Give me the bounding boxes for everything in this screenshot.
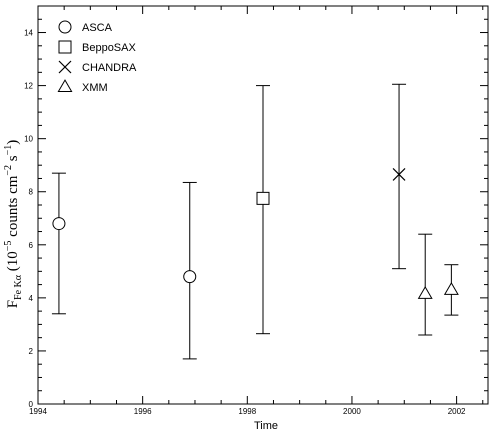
legend-marker-xmm: [57, 79, 73, 92]
x-tick-label: 2002: [448, 407, 466, 416]
data-point-asca: [182, 181, 197, 360]
marker-xmm: [443, 282, 459, 295]
data-point-chandra: [392, 83, 407, 270]
y-axis-label: FFe Kα (10−5 counts cm−2 s−1): [3, 140, 24, 309]
y-tick-label: 8: [29, 188, 34, 197]
data-point-xmm: [417, 233, 433, 336]
ylabel-unit-open: (10: [5, 251, 21, 275]
legend-marker-chandra: [58, 60, 72, 74]
legend-label: ASCA: [82, 22, 113, 34]
y-tick-label: 14: [24, 29, 33, 38]
marker-asca: [52, 217, 66, 231]
legend-label: BeppoSAX: [82, 42, 136, 54]
legend-item-asca: ASCA: [58, 20, 113, 34]
y-tick-label: 4: [29, 294, 34, 303]
ylabel-exp3: −1: [3, 145, 14, 156]
y-tick-label: 12: [24, 82, 33, 91]
legend-marker-chandra-stroke-b: [58, 60, 72, 74]
x-tick-label: 1996: [134, 407, 152, 416]
marker-chandra: [392, 168, 406, 181]
ylabel-exp1: −5: [3, 241, 14, 252]
legend-item-bepposax: BeppoSAX: [58, 40, 136, 54]
legend-label: XMM: [82, 82, 108, 94]
data-point-asca: [51, 172, 66, 315]
marker-xmm: [417, 285, 433, 299]
y-tick-label: 0: [29, 400, 34, 409]
legend-item-chandra: CHANDRA: [58, 60, 137, 74]
ylabel-main: F: [5, 300, 21, 308]
ylabel-unit-close: ): [5, 140, 21, 145]
legend-marker-bepposax: [58, 40, 72, 54]
ylabel-unit-counts: counts cm: [5, 175, 21, 240]
y-tick-label: 10: [24, 135, 33, 144]
x-tick-label: 1998: [238, 407, 256, 416]
x-tick-label: 1994: [29, 407, 47, 416]
x-tick-label: 2000: [343, 407, 361, 416]
legend-item-xmm: XMM: [57, 79, 108, 94]
y-tick-label: 6: [29, 241, 34, 250]
data-point-xmm: [443, 264, 459, 316]
marker-bepposax: [256, 191, 270, 205]
ylabel-subscript: Fe Kα: [13, 274, 24, 300]
ylabel-exp2: −2: [3, 165, 14, 176]
ylabel-unit-s: s: [5, 155, 21, 165]
x-axis-label: Time: [254, 420, 278, 432]
legend-marker-asca: [58, 20, 72, 34]
data-point-bepposax: [256, 85, 270, 335]
legend-label: CHANDRA: [82, 62, 137, 74]
marker-chandra-stroke-b: [392, 168, 406, 181]
marker-asca: [183, 270, 197, 284]
y-tick-label: 2: [29, 347, 34, 356]
